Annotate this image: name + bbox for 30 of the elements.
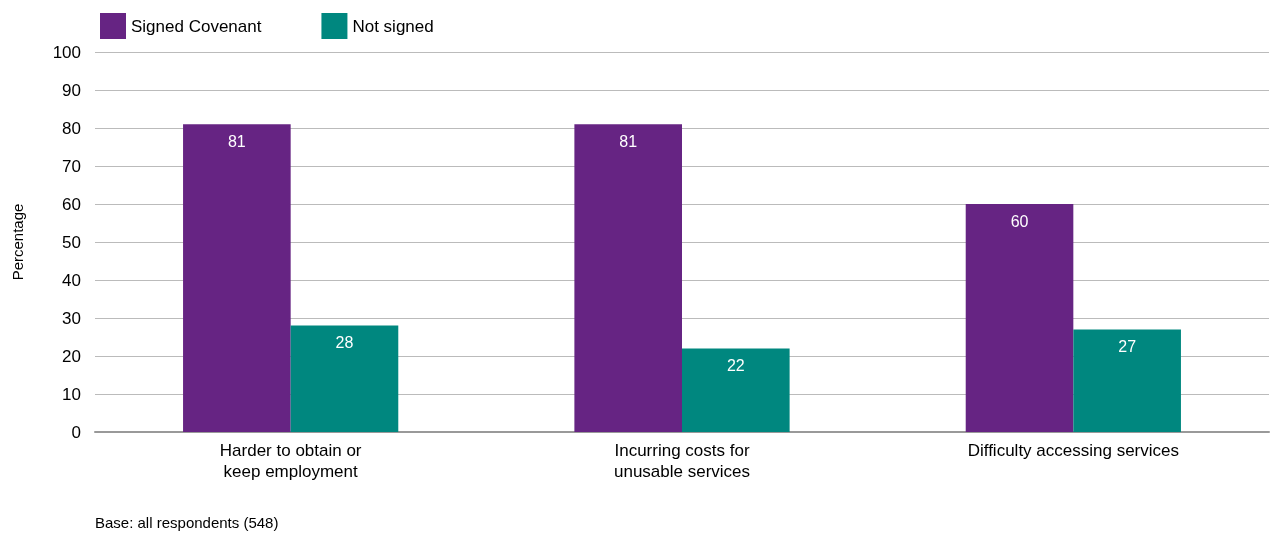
y-tick-label: 20 <box>62 346 81 366</box>
bar <box>574 124 682 432</box>
bar <box>682 348 790 432</box>
bar <box>965 204 1074 432</box>
data-label: 28 <box>335 334 354 352</box>
bar <box>1073 329 1181 432</box>
y-tick-label: 40 <box>62 270 81 290</box>
legend-label: Not signed <box>352 16 434 36</box>
data-label: 81 <box>227 132 246 150</box>
y-tick-label: 10 <box>62 384 81 404</box>
y-tick-label: 30 <box>62 308 81 328</box>
y-tick-label: 0 <box>71 422 81 442</box>
y-tick-label: 70 <box>62 156 81 176</box>
y-tick-label: 80 <box>62 118 81 138</box>
x-tick-label: Difficulty accessing services <box>967 441 1179 460</box>
bar <box>183 124 291 432</box>
y-tick-label: 50 <box>62 232 81 252</box>
y-tick-label: 90 <box>62 80 81 100</box>
data-label: 81 <box>619 132 638 150</box>
y-tick-label: 100 <box>52 42 81 62</box>
y-axis-title: Percentage <box>9 203 26 281</box>
data-label: 27 <box>1118 337 1137 355</box>
data-label: 60 <box>1010 212 1029 230</box>
y-tick-label: 60 <box>62 194 81 214</box>
data-label: 22 <box>726 356 745 374</box>
bar <box>290 325 399 432</box>
x-tick-label: Incurring costs for unusable services <box>613 441 751 481</box>
text: Base: all respondents (548) <box>95 514 279 531</box>
legend-label: Signed Covenant <box>131 16 262 36</box>
x-tick-label: Harder to obtain or keep employment <box>219 441 362 481</box>
